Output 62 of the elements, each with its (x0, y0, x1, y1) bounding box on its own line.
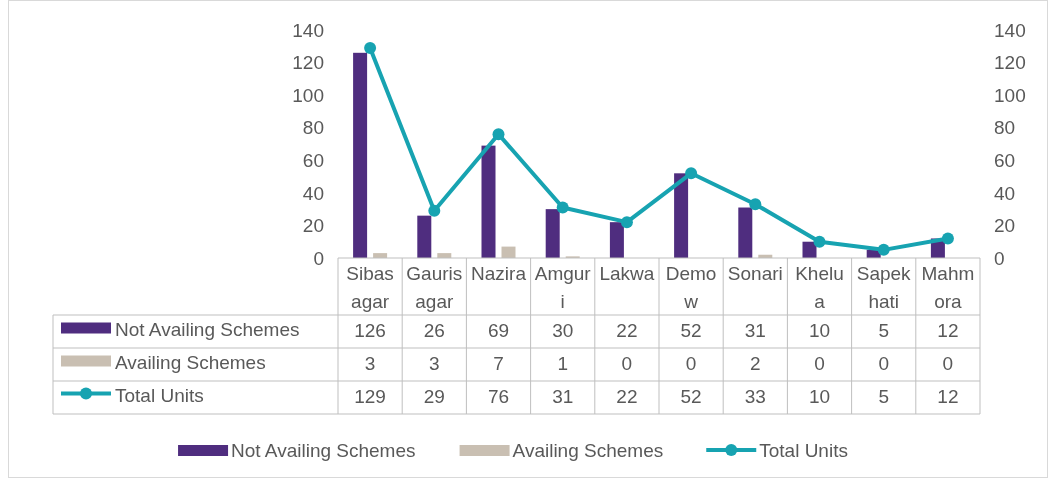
y-tick-label: 40 (302, 182, 324, 204)
y2-tick-label: 60 (994, 149, 1016, 171)
x-tick-label: Amguri (534, 263, 592, 312)
data-label: 2 (750, 353, 761, 375)
y-tick-label: 80 (302, 117, 324, 139)
text: Availing Schemes (512, 439, 664, 461)
y-tick-label: 120 (292, 52, 324, 74)
y2-tick-label: 40 (994, 182, 1016, 204)
data-label: 12 (937, 386, 959, 408)
data-label: 12 (937, 320, 959, 342)
x-tick-label: Lakwa (599, 263, 655, 284)
legend-label: Not Availing Schemes (115, 319, 300, 341)
y2-tick-label: 100 (994, 84, 1026, 106)
data-label: 22 (616, 320, 638, 342)
data-label: 1 (557, 353, 568, 375)
y-tick-label: 140 (292, 19, 324, 41)
legend-label: Total Units (759, 439, 848, 461)
data-label: 0 (878, 353, 889, 375)
x-tick-label: Sonari (727, 263, 783, 284)
data-label: 52 (680, 386, 702, 408)
data-label: 31 (552, 386, 574, 408)
x-tick-label: Khelua (795, 263, 844, 312)
y2-tick-label: 20 (994, 215, 1016, 237)
y2-tick-label: 120 (994, 52, 1026, 74)
data-label: 33 (744, 386, 766, 408)
data-label: 5 (878, 320, 889, 342)
x-tick-label: Nazira (471, 263, 527, 284)
data-label: 7 (493, 353, 504, 375)
x-tick-label: Demow (665, 263, 717, 312)
data-label: 69 (487, 320, 510, 342)
data-label: 0 (942, 353, 954, 375)
data-label: 3 (429, 353, 440, 375)
y-tick-label: 100 (292, 84, 324, 106)
data-label: 10 (808, 320, 831, 342)
data-label: 22 (616, 386, 638, 408)
x-tick-label: Mahmora (921, 263, 975, 312)
data-label: 5 (878, 386, 889, 408)
text: Total Units (115, 385, 204, 407)
y2-tick-label: 140 (994, 19, 1026, 41)
data-label: 10 (808, 386, 831, 408)
data-label: 52 (680, 320, 702, 342)
data-label: 76 (487, 386, 510, 408)
y2-tick-label: 0 (994, 247, 1005, 269)
data-label: 3 (364, 353, 376, 375)
data-label: 0 (685, 353, 697, 375)
data-label: 126 (354, 320, 386, 342)
x-tick-label: Sibasagar (346, 263, 394, 312)
y2-tick-label: 80 (994, 117, 1016, 139)
data-label: 29 (423, 386, 445, 408)
data-label: 0 (814, 353, 825, 375)
x-tick-label: Sapekhati (856, 263, 912, 312)
data-label: 31 (744, 320, 766, 342)
y-tick-label: 60 (302, 149, 324, 171)
y-tick-label: 20 (302, 215, 324, 237)
data-label: 129 (354, 386, 386, 408)
x-tick-label: Gaurisagar (406, 263, 463, 312)
data-label: 0 (621, 353, 633, 375)
text: Not Availing Schemes (231, 439, 416, 461)
data-label: 26 (423, 320, 445, 342)
legend-label: Availing Schemes (115, 352, 266, 374)
data-label: 30 (552, 320, 574, 342)
y-tick-label: 0 (313, 247, 324, 269)
